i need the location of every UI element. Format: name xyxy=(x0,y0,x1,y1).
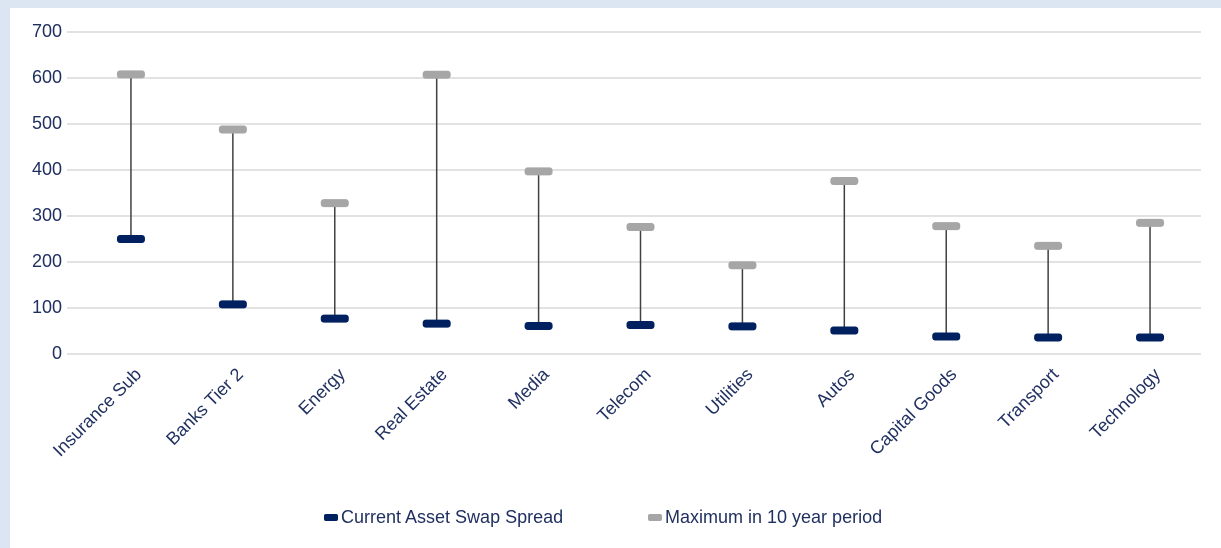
y-tick-label: 200 xyxy=(32,251,62,271)
marker xyxy=(116,235,145,243)
plot-background xyxy=(10,8,1221,548)
marker xyxy=(626,223,655,232)
marker xyxy=(1034,333,1063,342)
marker xyxy=(728,322,757,331)
y-tick-label: 600 xyxy=(32,67,62,87)
legend-swatch xyxy=(324,514,338,521)
marker xyxy=(422,70,451,79)
y-tick-label: 100 xyxy=(32,297,62,317)
y-tick-label: 700 xyxy=(32,21,62,41)
marker xyxy=(218,125,247,134)
marker xyxy=(932,332,961,341)
marker xyxy=(116,70,145,79)
legend-label: Current Asset Swap Spread xyxy=(341,507,563,527)
legend-swatch xyxy=(648,514,662,521)
y-tick-label: 400 xyxy=(32,159,62,179)
marker xyxy=(728,261,757,270)
marker xyxy=(1034,241,1063,250)
marker xyxy=(524,321,553,330)
marker xyxy=(932,222,961,231)
y-tick-label: 500 xyxy=(32,113,62,133)
y-tick-label: 0 xyxy=(52,343,62,363)
legend-label: Maximum in 10 year period xyxy=(665,507,882,527)
marker xyxy=(422,319,451,328)
marker xyxy=(524,167,553,176)
marker xyxy=(320,314,349,323)
y-tick-label: 300 xyxy=(32,205,62,225)
marker xyxy=(1136,333,1165,342)
marker xyxy=(1136,218,1165,227)
marker xyxy=(218,300,247,309)
marker xyxy=(626,321,655,330)
marker xyxy=(830,326,859,335)
marker xyxy=(830,177,859,186)
marker xyxy=(320,199,349,208)
